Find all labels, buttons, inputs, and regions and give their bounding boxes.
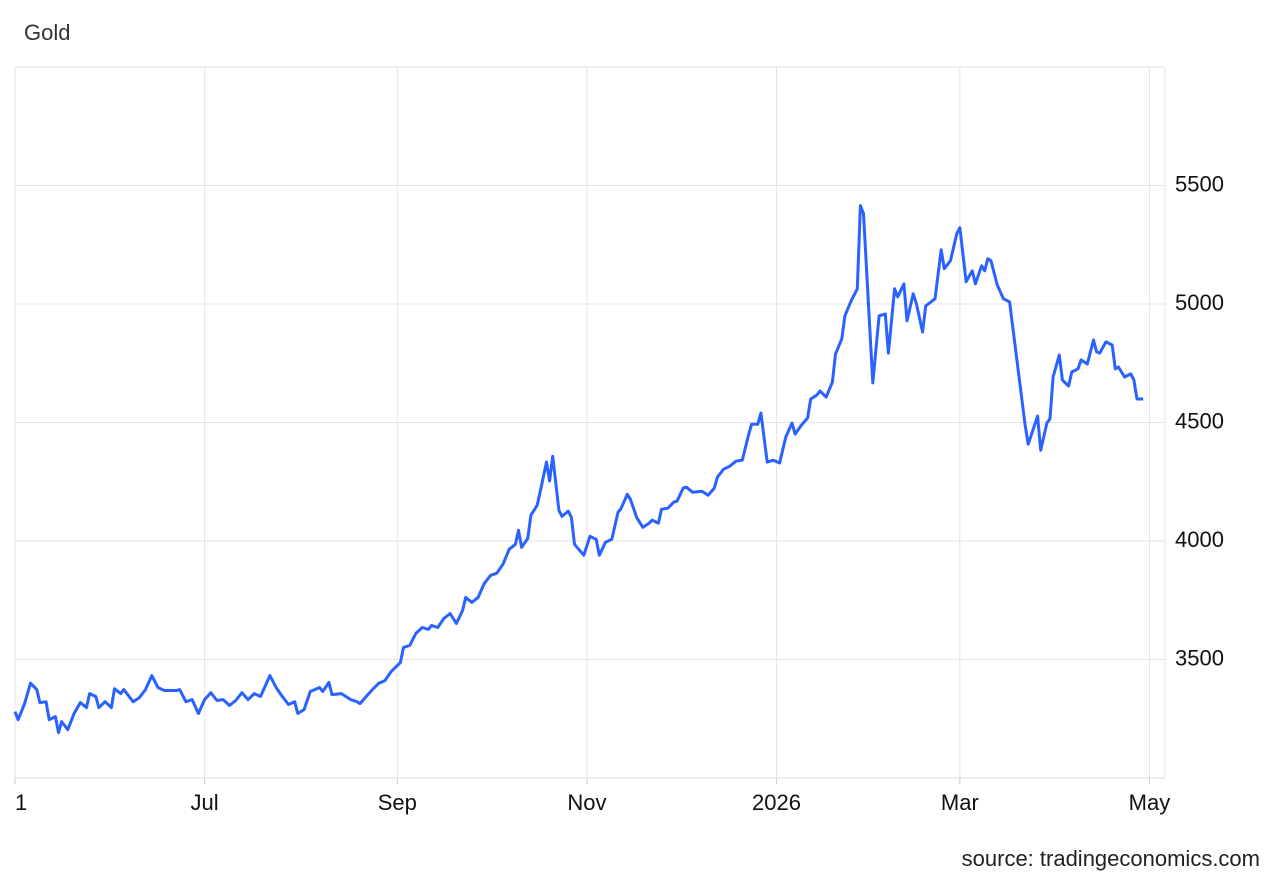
x-tick-label: Nov — [567, 790, 606, 815]
price-line — [13, 204, 1144, 735]
x-tick-label: Sep — [378, 790, 417, 815]
x-tick-label: 1 — [15, 790, 27, 815]
y-tick-label: 5500 — [1175, 171, 1224, 196]
y-tick-label: 5000 — [1175, 290, 1224, 315]
y-tick-label: 4000 — [1175, 527, 1224, 552]
source: source: tradingeconomics.com — [962, 846, 1260, 871]
y-tick-label: 4500 — [1175, 408, 1224, 433]
x-tick-label: 2026 — [752, 790, 801, 815]
x-tick-label: May — [1129, 790, 1171, 815]
x-tick-label: Mar — [941, 790, 979, 815]
x-tick-label: Jul — [191, 790, 219, 815]
chart-title: Gold — [24, 20, 70, 45]
y-tick-label: 3500 — [1175, 645, 1224, 670]
